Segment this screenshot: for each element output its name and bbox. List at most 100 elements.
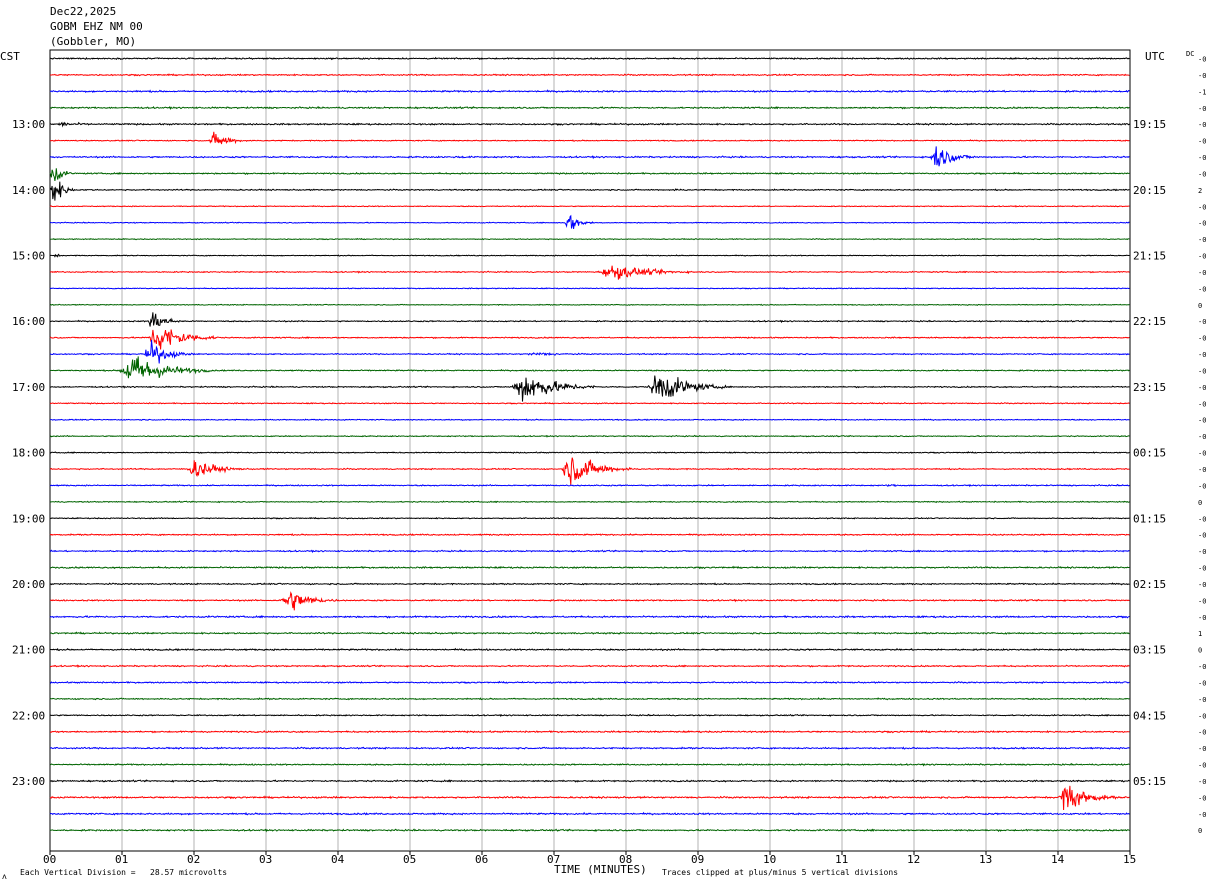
trace-27: [49, 500, 1130, 504]
x-tick-label: 00: [43, 853, 56, 866]
dc-offset-value: -0: [1198, 663, 1206, 671]
trace-44: [49, 779, 1130, 783]
trace-14: [49, 287, 1130, 290]
trace-8: [49, 181, 1130, 201]
dc-offset-labels: -0 -0 -1 -0 -0 -0 -0 -0 2 -0 -0 -0 -0 -0 -0 0 -0 -0 -0 -0 -0…: [1198, 56, 1206, 836]
trace-41: [49, 729, 1130, 734]
utc-hour-label: 22:15: [1133, 315, 1166, 328]
x-tick-label: 11: [835, 853, 848, 866]
dc-offset-value: 0: [1198, 302, 1202, 310]
trace-34: [49, 614, 1130, 619]
dc-offset-value: -0: [1198, 384, 1206, 392]
local-hour-label: 21:00: [12, 644, 45, 657]
dc-offset-value: 0: [1198, 827, 1202, 835]
utc-hour-label: 01:15: [1133, 512, 1166, 525]
dc-offset-value: -0: [1198, 318, 1206, 326]
dc-offset-value: -0: [1198, 400, 1206, 408]
dc-offset-value: -0: [1198, 482, 1206, 490]
dc-offset-value: -0: [1198, 778, 1206, 786]
trace-32: [49, 582, 1130, 586]
dc-offset-value: -0: [1198, 351, 1206, 359]
dc-offset-value: -0: [1198, 745, 1206, 753]
corner-mark: ᴧ: [2, 872, 7, 881]
dc-offset-value: -0: [1198, 794, 1206, 802]
header-station: GOBM EHZ NM 00: [50, 20, 143, 33]
dc-offset-value: -0: [1198, 597, 1206, 605]
dc-offset-value: -0: [1198, 56, 1206, 64]
local-hour-label: 19:00: [12, 512, 45, 525]
dc-offset-value: -0: [1198, 450, 1206, 458]
local-hour-label: 15:00: [12, 250, 45, 263]
local-hour-label: 22:00: [12, 709, 45, 722]
dc-offset-value: -0: [1198, 236, 1206, 244]
plot-frame: [49, 49, 1131, 852]
trace-19: [49, 356, 1130, 379]
trace-39: [49, 697, 1130, 701]
trace-31: [49, 565, 1130, 570]
trace-33: [49, 591, 1130, 611]
x-tick-label: 15: [1123, 853, 1136, 866]
dc-offset-value: -0: [1198, 712, 1206, 720]
dc-offset-value: -0: [1198, 285, 1206, 293]
x-tick-label: 04: [331, 853, 345, 866]
trace-47: [49, 828, 1130, 833]
x-axis-title: TIME (MINUTES): [554, 863, 647, 876]
dc-label: DC: [1186, 50, 1194, 58]
local-hour-label: 23:00: [12, 775, 45, 788]
x-tick-label: 03: [259, 853, 272, 866]
clip-note: Traces clipped at plus/minus 5 vertical …: [662, 868, 898, 877]
left-timezone-label: CST: [0, 50, 20, 63]
utc-hour-label: 23:15: [1133, 381, 1166, 394]
dc-offset-value: -0: [1198, 762, 1206, 770]
dc-offset-value: -0: [1198, 269, 1206, 277]
trace-45: [49, 785, 1130, 810]
dc-offset-value: -0: [1198, 105, 1206, 113]
seismic-traces: [49, 56, 1130, 833]
x-tick-label: 06: [475, 853, 488, 866]
x-tick-label: 12: [907, 853, 920, 866]
utc-hour-label: 02:15: [1133, 578, 1166, 591]
trace-35: [49, 631, 1130, 635]
trace-36: [49, 647, 1130, 652]
trace-16: [49, 312, 1130, 327]
trace-2: [49, 89, 1130, 94]
dc-offset-value: -0: [1198, 679, 1206, 687]
utc-hour-label: 20:15: [1133, 184, 1166, 197]
trace-26: [49, 483, 1130, 488]
trace-20: [49, 375, 1130, 402]
trace-0: [49, 56, 1130, 61]
trace-25: [49, 457, 1130, 486]
trace-13: [49, 265, 1130, 280]
dc-offset-value: -0: [1198, 367, 1206, 375]
dc-offset-value: -0: [1198, 253, 1206, 261]
trace-37: [50, 664, 1130, 669]
dc-offset-value: -0: [1198, 811, 1206, 819]
dc-offset-value: 2: [1198, 187, 1202, 195]
trace-9: [49, 205, 1130, 208]
utc-hour-label: 04:15: [1133, 709, 1166, 722]
dc-offset-value: -0: [1198, 203, 1206, 211]
trace-23: [49, 434, 1130, 438]
trace-3: [49, 105, 1130, 111]
dc-offset-value: -0: [1198, 696, 1206, 704]
trace-22: [49, 418, 1130, 422]
dc-offset-value: 1: [1198, 630, 1202, 638]
dc-offset-value: -0: [1198, 614, 1206, 622]
trace-18: [49, 340, 1130, 364]
dc-offset-value: -0: [1198, 220, 1206, 228]
dc-offset-value: -0: [1198, 154, 1206, 162]
trace-42: [49, 746, 1130, 750]
trace-1: [49, 73, 1130, 77]
dc-offset-value: -0: [1198, 433, 1206, 441]
dc-offset-value: -0: [1198, 335, 1206, 343]
utc-hour-label: 21:15: [1133, 250, 1166, 263]
trace-24: [49, 451, 1130, 454]
local-hour-label: 20:00: [12, 578, 45, 591]
utc-hour-label: 00:15: [1133, 447, 1166, 460]
trace-10: [49, 214, 1130, 229]
dc-offset-value: -0: [1198, 466, 1206, 474]
minute-grid: [49, 49, 1131, 852]
utc-hour-labels: 19:15 20:15 21:15 22:15 23:15 00:15 01:15 02:15…: [1133, 118, 1166, 788]
utc-hour-label: 19:15: [1133, 118, 1166, 131]
trace-7: [49, 168, 1130, 182]
